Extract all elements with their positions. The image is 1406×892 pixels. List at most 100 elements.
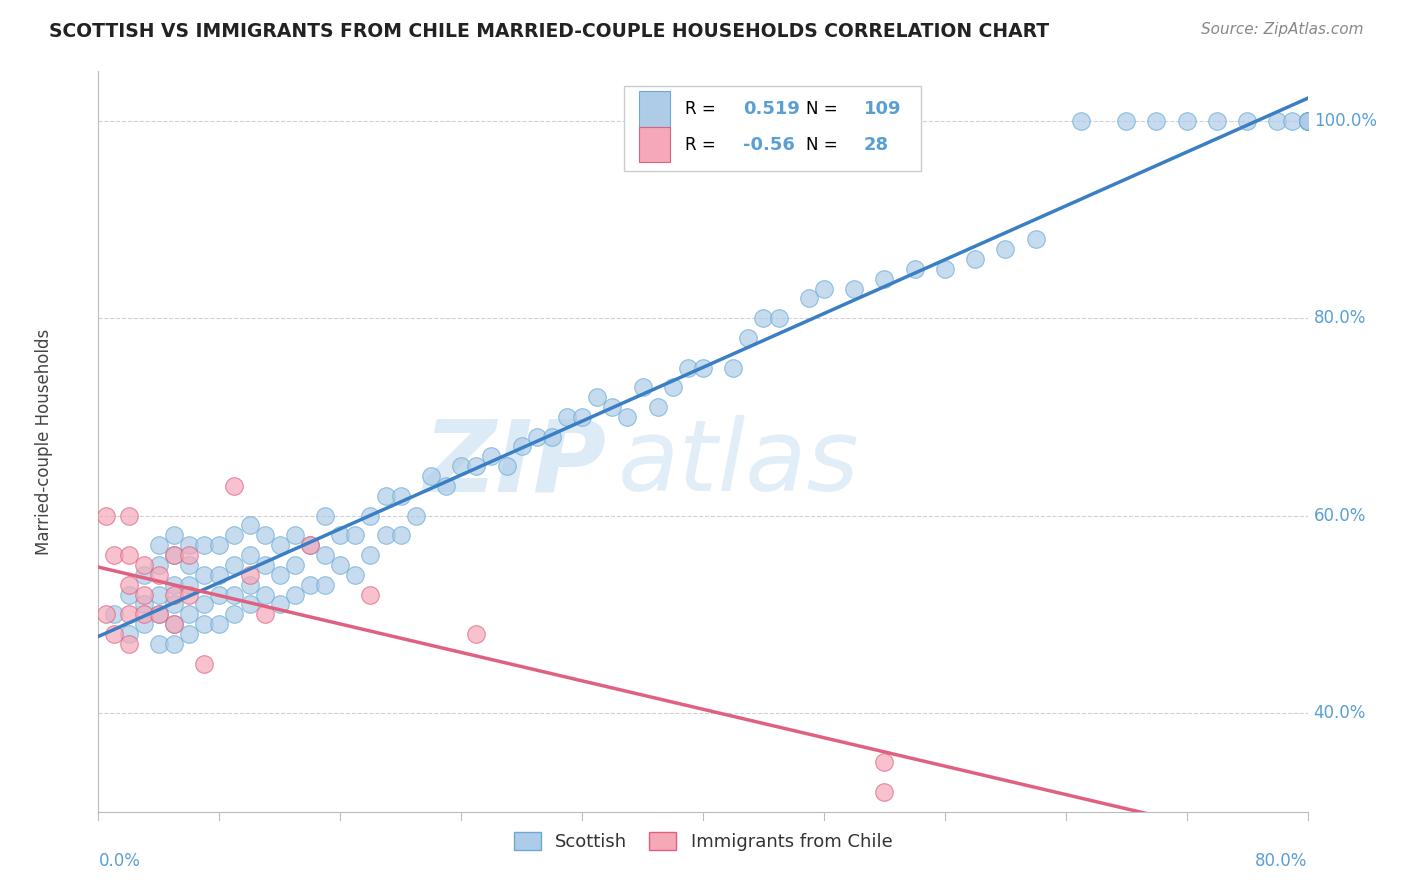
Text: 80.0%: 80.0%	[1256, 853, 1308, 871]
Point	[1267, 113, 1289, 128]
Point	[179, 538, 201, 552]
Point	[148, 607, 170, 622]
Point	[994, 242, 1017, 256]
Point	[94, 508, 117, 523]
Point	[510, 440, 533, 454]
Point	[1236, 113, 1258, 128]
Text: -0.56: -0.56	[742, 136, 794, 153]
Point	[148, 567, 170, 582]
Point	[269, 567, 291, 582]
Point	[768, 311, 790, 326]
Point	[571, 409, 593, 424]
Text: R =: R =	[685, 136, 716, 153]
Text: 80.0%: 80.0%	[1313, 310, 1367, 327]
Point	[179, 548, 201, 562]
Point	[224, 607, 246, 622]
Point	[1115, 113, 1137, 128]
Point	[163, 548, 186, 562]
Point	[647, 400, 669, 414]
Point	[224, 528, 246, 542]
Point	[118, 607, 141, 622]
Point	[193, 567, 215, 582]
Point	[450, 459, 472, 474]
Text: 0.519: 0.519	[742, 100, 800, 118]
Point	[224, 588, 246, 602]
Point	[163, 617, 186, 632]
Point	[208, 588, 231, 602]
Text: Source: ZipAtlas.com: Source: ZipAtlas.com	[1201, 22, 1364, 37]
Point	[434, 479, 457, 493]
Point	[163, 588, 186, 602]
Point	[360, 548, 382, 562]
Point	[844, 281, 866, 295]
Text: 0.0%: 0.0%	[98, 853, 141, 871]
Point	[163, 548, 186, 562]
Point	[193, 538, 215, 552]
Point	[239, 548, 262, 562]
Text: 28: 28	[863, 136, 889, 153]
Point	[465, 459, 488, 474]
Point	[132, 567, 155, 582]
Point	[103, 548, 125, 562]
Point	[314, 577, 336, 591]
Point	[179, 588, 201, 602]
Point	[374, 528, 396, 542]
Point	[132, 588, 155, 602]
Point	[873, 756, 896, 770]
Point	[752, 311, 775, 326]
Point	[299, 577, 322, 591]
Text: N =: N =	[806, 136, 838, 153]
Point	[94, 607, 117, 622]
Point	[148, 558, 170, 572]
Text: ZIP: ZIP	[423, 416, 606, 512]
Point	[163, 577, 186, 591]
Point	[1296, 113, 1319, 128]
Point	[179, 607, 201, 622]
Point	[132, 558, 155, 572]
Point	[163, 598, 186, 612]
Point	[179, 627, 201, 641]
Point	[224, 558, 246, 572]
Point	[224, 479, 246, 493]
Point	[1175, 113, 1198, 128]
Point	[193, 598, 215, 612]
Point	[148, 637, 170, 651]
Point	[1206, 113, 1229, 128]
Point	[904, 261, 927, 276]
Point	[208, 567, 231, 582]
Point	[253, 607, 276, 622]
Point	[269, 598, 291, 612]
Point	[118, 508, 141, 523]
Point	[284, 558, 307, 572]
Point	[239, 518, 262, 533]
Point	[389, 489, 412, 503]
Point	[1144, 113, 1167, 128]
Point	[495, 459, 517, 474]
Point	[389, 528, 412, 542]
Point	[813, 281, 835, 295]
Point	[118, 637, 141, 651]
Point	[1296, 113, 1319, 128]
Point	[1070, 113, 1092, 128]
Point	[253, 528, 276, 542]
Point	[148, 607, 170, 622]
Point	[676, 360, 699, 375]
Point	[118, 627, 141, 641]
FancyBboxPatch shape	[638, 127, 671, 162]
Point	[723, 360, 745, 375]
Legend: Scottish, Immigrants from Chile: Scottish, Immigrants from Chile	[506, 824, 900, 858]
Text: 100.0%: 100.0%	[1313, 112, 1376, 129]
Point	[965, 252, 987, 266]
Point	[239, 577, 262, 591]
Point	[103, 627, 125, 641]
Point	[208, 538, 231, 552]
Point	[253, 588, 276, 602]
Point	[873, 785, 896, 799]
Point	[360, 588, 382, 602]
Point	[737, 331, 759, 345]
Point	[1024, 232, 1046, 246]
Point	[374, 489, 396, 503]
Text: 60.0%: 60.0%	[1313, 507, 1367, 524]
Point	[148, 588, 170, 602]
Point	[344, 567, 367, 582]
